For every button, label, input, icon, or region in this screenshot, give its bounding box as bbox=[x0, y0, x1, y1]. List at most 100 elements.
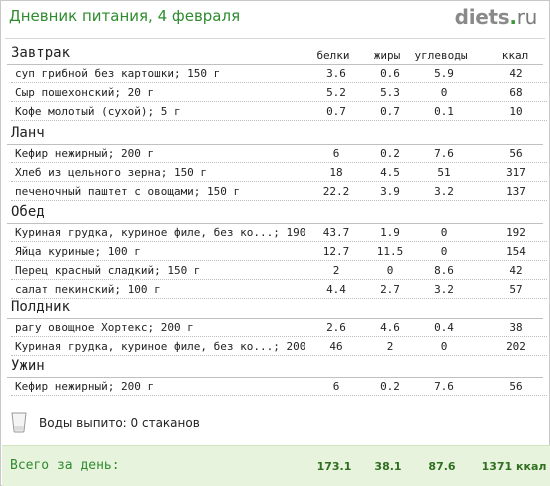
food-entry-fat: 0 bbox=[386, 264, 394, 277]
food-entry-protein: 46 bbox=[329, 340, 343, 353]
food-entry-protein: 6 bbox=[332, 147, 340, 160]
page-title: Дневник питания, 4 февраля bbox=[9, 7, 241, 25]
brand-name: diets bbox=[454, 5, 510, 29]
food-entry-fat: 5.3 bbox=[380, 86, 400, 99]
food-entry-name[interactable]: рагу овощное Хортекс; 200 г bbox=[15, 321, 194, 334]
food-entry-name[interactable]: Куриная грудка, куриное филе, без ко...;… bbox=[15, 226, 305, 239]
food-entry-protein: 22.2 bbox=[322, 185, 350, 198]
food-entry-carbs: 7.6 bbox=[434, 380, 454, 393]
food-entry-row[interactable]: Сыр пошехонский; 20 г 5.2 5.3 0 68 bbox=[11, 84, 547, 102]
food-entry-protein: 2 bbox=[332, 264, 340, 277]
row-divider bbox=[11, 355, 547, 356]
food-entry-fat: 2.7 bbox=[380, 283, 400, 296]
food-entry-carbs: 51 bbox=[437, 166, 451, 179]
row-divider bbox=[11, 279, 547, 280]
food-entry-kcal: 42 bbox=[509, 67, 523, 80]
food-entry-name[interactable]: Кефир нежирный; 200 г bbox=[15, 147, 155, 160]
food-entry-name[interactable]: Кофе молотый (сухой); 5 г bbox=[15, 105, 181, 118]
food-entry-kcal: 68 bbox=[509, 86, 523, 99]
food-entry-kcal: 38 bbox=[509, 321, 523, 334]
food-entry-row[interactable]: Кефир нежирный; 200 г 6 0.2 7.6 56 bbox=[11, 145, 547, 163]
column-header-protein: белки bbox=[316, 49, 350, 62]
food-entry-fat: 0.2 bbox=[380, 147, 400, 160]
food-entry-row[interactable]: Кефир нежирный; 200 г 6 0.2 7.6 56 bbox=[11, 378, 547, 396]
food-entry-kcal: 56 bbox=[509, 147, 523, 160]
food-entry-row[interactable]: суп грибной без картошки; 150 г 3.6 0.6 5.9… bbox=[11, 65, 547, 83]
row-divider bbox=[11, 181, 547, 182]
food-entry-protein: 0.7 bbox=[326, 105, 346, 118]
food-entry-row[interactable]: салат пекинский; 100 г 4.4 2.7 3.2 57 bbox=[11, 281, 547, 299]
row-divider bbox=[11, 260, 547, 261]
food-entry-carbs: 0.1 bbox=[434, 105, 454, 118]
meal-divider bbox=[7, 144, 543, 145]
meal-divider bbox=[7, 64, 543, 65]
food-entry-row[interactable]: Куриная грудка, куриное филе, без ко...;… bbox=[11, 338, 547, 356]
food-entry-fat: 4.5 bbox=[380, 166, 400, 179]
total-fat: 38.1 bbox=[374, 460, 402, 473]
food-entry-fat: 11.5 bbox=[376, 245, 404, 258]
food-entry-carbs: 5.9 bbox=[434, 67, 454, 80]
row-divider bbox=[11, 298, 547, 299]
water-count-text: Воды выпито: 0 стаканов bbox=[39, 416, 200, 430]
food-entry-name[interactable]: Перец красный сладкий; 150 г bbox=[15, 264, 201, 277]
column-header-kcal: ккал bbox=[501, 49, 529, 62]
food-entry-row[interactable]: Яйца куриные; 100 г 12.7 11.5 0 154 bbox=[11, 243, 547, 261]
food-entry-row[interactable]: Куриная грудка, куриное филе, без ко...;… bbox=[11, 224, 547, 242]
food-entry-kcal: 192 bbox=[506, 226, 526, 239]
food-entry-name[interactable]: Сыр пошехонский; 20 г bbox=[15, 86, 155, 99]
food-entry-protein: 6 bbox=[332, 380, 340, 393]
food-entry-carbs: 3.2 bbox=[434, 185, 454, 198]
food-entry-name[interactable]: Яйца куриные; 100 г bbox=[15, 245, 141, 258]
column-header-carbs: углеводы bbox=[414, 49, 468, 62]
row-divider bbox=[11, 120, 547, 121]
food-entry-fat: 0.6 bbox=[380, 67, 400, 80]
totals-label: Всего за день: bbox=[10, 458, 120, 473]
food-entry-carbs: 0 bbox=[440, 340, 448, 353]
row-divider bbox=[11, 336, 547, 337]
total-protein: 173.1 bbox=[316, 460, 352, 473]
food-entry-kcal: 10 bbox=[509, 105, 523, 118]
food-entry-row[interactable]: Перец красный сладкий; 150 г 2 0 8.6 42 bbox=[11, 262, 547, 280]
food-entry-row[interactable]: рагу овощное Хортекс; 200 г 2.6 4.6 0.4 38 bbox=[11, 319, 547, 337]
food-entry-name[interactable]: печеночный паштет с овощами; 150 г bbox=[15, 185, 241, 198]
food-entry-protein: 18 bbox=[329, 166, 343, 179]
food-entry-row[interactable]: печеночный паштет с овощами; 150 г 22.2 3.… bbox=[11, 183, 547, 201]
total-kcal: 1371 ккал bbox=[481, 460, 547, 473]
brand-tld: ru bbox=[516, 5, 538, 29]
food-entry-kcal: 57 bbox=[509, 283, 523, 296]
food-entry-row[interactable]: Кофе молотый (сухой); 5 г 0.7 0.7 0.1 10 bbox=[11, 103, 547, 121]
food-entry-protein: 43.7 bbox=[322, 226, 350, 239]
water-glass-icon[interactable] bbox=[11, 411, 27, 433]
row-divider bbox=[11, 101, 547, 102]
food-entry-kcal: 137 bbox=[506, 185, 526, 198]
food-entry-protein: 2.6 bbox=[326, 321, 346, 334]
food-entry-name[interactable]: суп грибной без картошки; 150 г bbox=[15, 67, 221, 80]
brand-dot: . bbox=[509, 5, 517, 29]
row-divider bbox=[11, 200, 547, 201]
food-entry-fat: 0.7 bbox=[380, 105, 400, 118]
food-entry-name[interactable]: салат пекинский; 100 г bbox=[15, 283, 161, 296]
row-divider bbox=[11, 82, 547, 83]
row-divider bbox=[11, 241, 547, 242]
food-entry-name[interactable]: Куриная грудка, куриное филе, без ко...;… bbox=[15, 340, 305, 353]
meal-divider bbox=[7, 223, 543, 224]
food-entry-name[interactable]: Кефир нежирный; 200 г bbox=[15, 380, 155, 393]
food-entry-carbs: 0 bbox=[440, 245, 448, 258]
food-entry-kcal: 154 bbox=[506, 245, 526, 258]
food-entry-row[interactable]: Хлеб из цельного зерна; 150 г 18 4.5 51 317 bbox=[11, 164, 547, 182]
food-entry-kcal: 42 bbox=[509, 264, 523, 277]
food-entry-protein: 3.6 bbox=[326, 67, 346, 80]
food-entry-carbs: 7.6 bbox=[434, 147, 454, 160]
food-entry-fat: 1.9 bbox=[380, 226, 400, 239]
brand-logo[interactable]: diets.ru bbox=[454, 5, 538, 29]
header-divider bbox=[5, 38, 545, 39]
food-entry-carbs: 0 bbox=[440, 226, 448, 239]
row-divider bbox=[11, 162, 547, 163]
meal-divider bbox=[7, 318, 543, 319]
food-entry-name[interactable]: Хлеб из цельного зерна; 150 г bbox=[15, 166, 208, 179]
food-entry-carbs: 0.4 bbox=[434, 321, 454, 334]
meal-divider bbox=[7, 377, 543, 378]
meal-title: Ланч bbox=[11, 125, 45, 141]
food-entry-fat: 3.9 bbox=[380, 185, 400, 198]
